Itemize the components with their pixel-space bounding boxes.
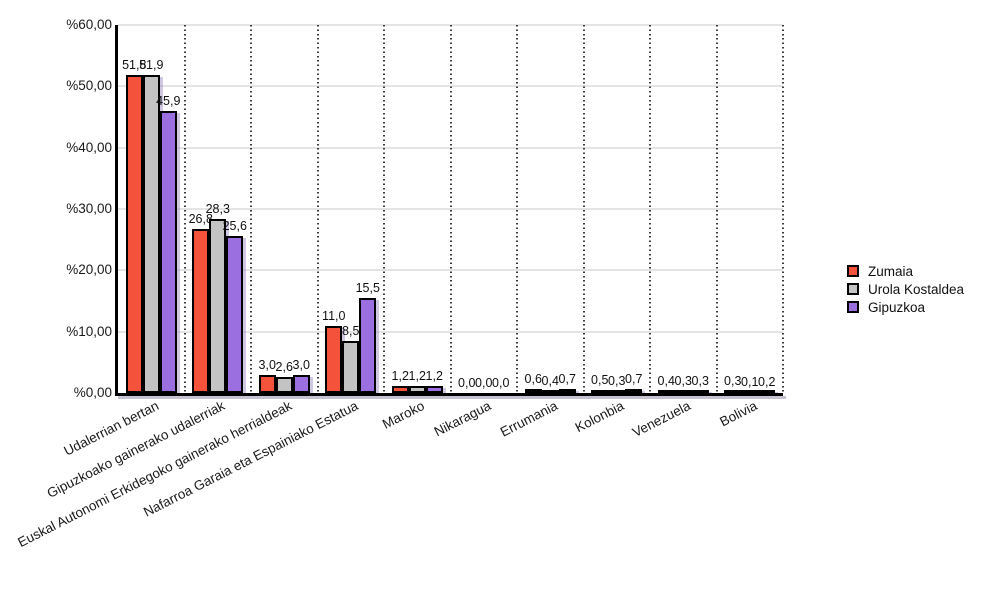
category-separator xyxy=(516,25,518,393)
legend-swatch-icon xyxy=(847,301,859,313)
bar-value-label: 1,2 xyxy=(408,368,426,383)
bar xyxy=(325,325,343,393)
bar xyxy=(524,389,542,394)
category-separator xyxy=(383,25,385,393)
bar xyxy=(142,74,160,393)
bar-value-label: 0,3 xyxy=(691,374,709,389)
y-tick-label: %60,00 xyxy=(66,17,112,32)
category-separator xyxy=(582,25,585,393)
x-tick-label: Nikaragua xyxy=(431,398,494,440)
bar-value-label: 0,4 xyxy=(541,373,559,388)
bar xyxy=(558,388,576,393)
category-separator xyxy=(782,25,784,393)
legend-label: Urola Kostaldea xyxy=(868,281,965,297)
bar xyxy=(359,297,377,393)
bar-value-label: 0,6 xyxy=(524,372,542,387)
bar-value-label: 26,8 xyxy=(188,211,213,226)
x-tick-label: Venezuela xyxy=(630,398,694,440)
bar xyxy=(275,377,293,393)
bar-value-label: 0,3 xyxy=(724,374,742,389)
bar-value-label: 0,0 xyxy=(458,376,476,390)
bar xyxy=(159,111,177,393)
bar xyxy=(591,389,609,394)
bar xyxy=(342,340,360,393)
category-separator xyxy=(183,25,186,393)
y-tick-label: %20,00 xyxy=(66,262,112,278)
bar-value-label: 8,5 xyxy=(342,323,360,338)
legend-item: Urola Kostaldea xyxy=(847,280,964,298)
bar-value-label: 51,8 xyxy=(122,58,147,73)
bar xyxy=(125,75,143,393)
bar-value-label: 0,5 xyxy=(591,372,609,387)
bar xyxy=(391,385,409,393)
x-tick-label: Bolivia xyxy=(717,398,760,430)
y-tick-label: %50,00 xyxy=(66,78,112,94)
bar-value-label: 1,2 xyxy=(425,368,443,383)
category-separator xyxy=(649,25,651,393)
bar xyxy=(192,228,210,393)
bar xyxy=(258,374,276,393)
bar xyxy=(408,385,426,393)
legend: Zumaia Urola Kostaldea Gipuzkoa xyxy=(847,262,964,316)
bar-value-label: 0,1 xyxy=(741,375,759,390)
x-tick-label: Euskal Autonomi Erkidegoko gainerako her… xyxy=(15,398,295,551)
legend-swatch-icon xyxy=(847,283,859,295)
bar xyxy=(292,374,310,393)
bar xyxy=(226,235,244,393)
bar-value-label: 15,5 xyxy=(355,280,380,295)
x-tick-label: Maroko xyxy=(380,398,428,432)
category-separator xyxy=(449,25,452,393)
bar xyxy=(425,385,443,393)
x-tick-label: Errumania xyxy=(497,398,561,440)
bar-value-label: 3,0 xyxy=(258,357,276,372)
legend-label: Zumaia xyxy=(868,263,914,279)
bar-value-label: 0,3 xyxy=(608,374,626,389)
legend-label: Gipuzkoa xyxy=(868,299,926,315)
bar-value-label: 51,9 xyxy=(139,57,164,72)
y-tick-label: %40,00 xyxy=(66,139,112,155)
category-separator xyxy=(250,25,252,393)
bar-value-label: 0,7 xyxy=(625,371,643,386)
bar xyxy=(209,219,227,393)
bar-value-label: 11,0 xyxy=(322,308,346,323)
y-tick-label: %30,00 xyxy=(66,201,112,216)
bar-value-label: 45,9 xyxy=(156,94,181,109)
bar-value-label: 0,2 xyxy=(758,374,776,389)
legend-item: Gipuzkoa xyxy=(847,298,964,316)
bar-value-label: 2,6 xyxy=(275,360,293,375)
bar-value-label: 0,0 xyxy=(475,376,493,390)
bar-value-label: 25,6 xyxy=(222,218,247,233)
y-tick-label: %10,00 xyxy=(66,323,112,339)
legend-item: Zumaia xyxy=(847,262,964,280)
category-separator xyxy=(715,25,718,393)
legend-swatch-icon xyxy=(847,265,859,277)
bar-value-label: 0,0 xyxy=(492,376,510,390)
y-axis-line xyxy=(115,25,118,396)
bar-value-label: 0,3 xyxy=(674,374,692,389)
y-tick-label: %0,00 xyxy=(73,385,112,400)
category-separator xyxy=(316,25,319,393)
bar-value-label: 1,2 xyxy=(391,368,409,383)
x-axis-line xyxy=(115,393,783,396)
bar-value-label: 3,0 xyxy=(292,357,310,372)
bar-value-label: 28,3 xyxy=(205,202,230,217)
bar xyxy=(625,388,643,393)
bar-value-label: 0,4 xyxy=(657,373,675,388)
bar-value-label: 0,7 xyxy=(558,371,576,386)
x-tick-label: Kolonbia xyxy=(572,398,627,436)
